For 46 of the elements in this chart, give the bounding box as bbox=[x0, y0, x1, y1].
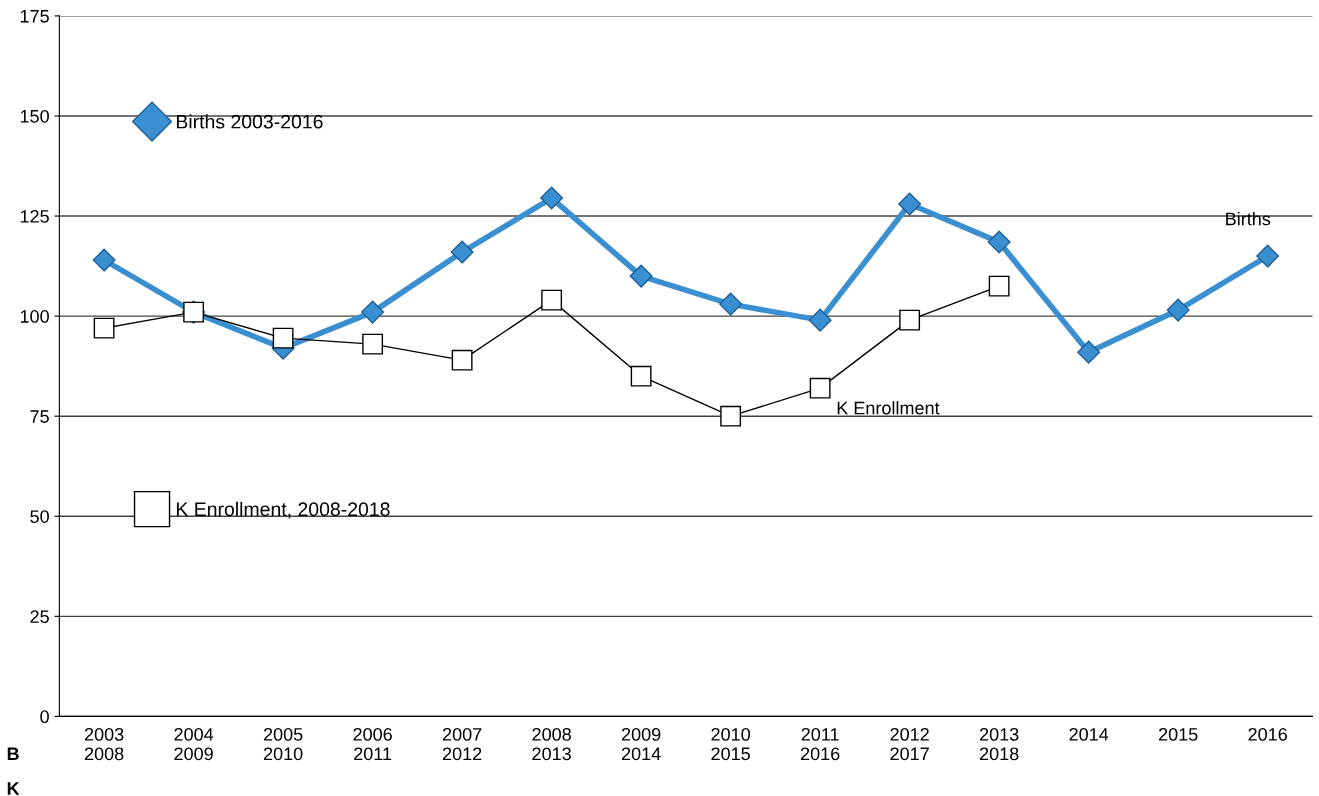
point bbox=[361, 300, 385, 324]
point bbox=[720, 405, 742, 427]
point bbox=[899, 309, 921, 331]
y-tick-label: 150 bbox=[20, 109, 49, 123]
y-tick-label: 75 bbox=[30, 410, 49, 423]
x-tick-label: 2005 2010 bbox=[263, 727, 303, 761]
point bbox=[450, 240, 474, 264]
y-tick-label: 25 bbox=[30, 610, 49, 624]
x-tick-label: 2010 2015 bbox=[711, 727, 751, 761]
x-tick-label: 2003 2008 bbox=[84, 727, 124, 761]
x-tick-label: 2006 2011 bbox=[353, 727, 392, 761]
point bbox=[451, 349, 473, 371]
point bbox=[1077, 340, 1101, 364]
x-tick-label: 2007 2012 bbox=[442, 727, 482, 761]
point bbox=[629, 264, 653, 288]
x-tick-label: 2009 2014 bbox=[621, 727, 661, 761]
y-tick-label: 0 bbox=[40, 710, 49, 724]
x-tick-label: 2015 bbox=[1158, 727, 1198, 741]
x-tick-label: 2008 2013 bbox=[532, 727, 571, 761]
point bbox=[809, 377, 831, 399]
legend-label: K Enrollment, 2008-2018 bbox=[176, 501, 390, 519]
point bbox=[808, 308, 832, 332]
x-tick-label: 2013 2018 bbox=[979, 727, 1019, 761]
x-tick-label: 2004 2009 bbox=[174, 727, 214, 761]
y-tick-label: 100 bbox=[20, 310, 49, 323]
point bbox=[898, 192, 922, 216]
y-tick-label: 125 bbox=[20, 209, 49, 223]
text: K bbox=[7, 782, 20, 795]
x-tick-label: 2011 2016 bbox=[800, 727, 840, 761]
x-tick-label: 2016 bbox=[1248, 727, 1287, 741]
x-tick-label: 2012 2017 bbox=[890, 727, 929, 761]
legend-label: Births 2003-2016 bbox=[176, 114, 323, 129]
annotation: Births bbox=[1226, 212, 1271, 226]
annotation: K Enrollment bbox=[837, 401, 940, 415]
point bbox=[1256, 244, 1280, 268]
point bbox=[92, 248, 116, 272]
point bbox=[272, 327, 294, 349]
y-tick-label: 50 bbox=[30, 510, 49, 523]
x-tick-label: 2014 bbox=[1069, 727, 1109, 741]
point bbox=[1166, 298, 1190, 322]
text: B bbox=[7, 747, 19, 761]
point bbox=[719, 292, 743, 316]
point bbox=[987, 230, 1011, 254]
point bbox=[630, 365, 652, 387]
point bbox=[540, 186, 564, 210]
y-tick-label: 175 bbox=[20, 10, 49, 23]
